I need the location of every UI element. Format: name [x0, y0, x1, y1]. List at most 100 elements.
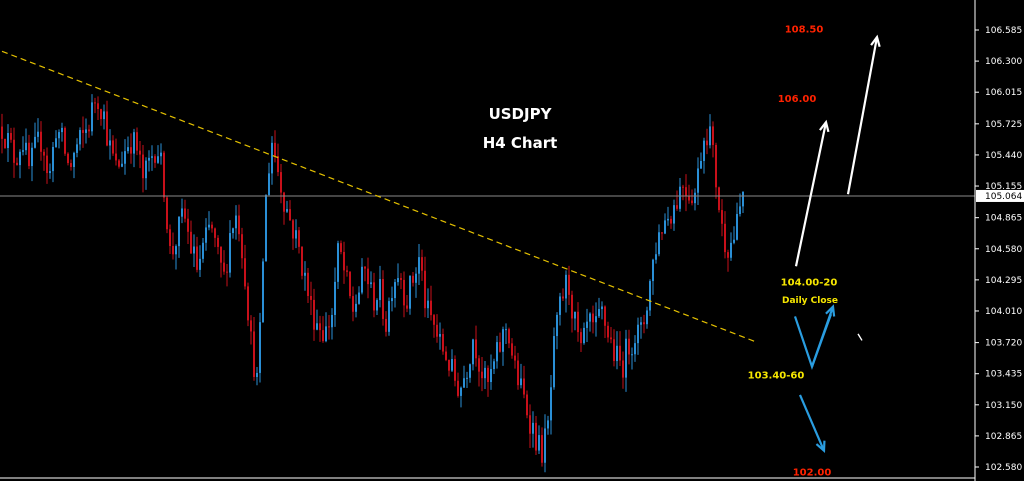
candle-body	[733, 239, 735, 243]
candle-body	[202, 242, 204, 259]
candle-body	[346, 270, 348, 272]
candle-body	[49, 171, 51, 174]
candle-body	[280, 172, 282, 193]
current-price-box	[976, 189, 1024, 202]
candle-body	[679, 186, 681, 209]
candle-body	[283, 192, 285, 212]
y-tick-label: 103.150	[985, 401, 1022, 411]
candle-body	[502, 329, 504, 352]
candle-body	[289, 209, 291, 221]
candle-body	[58, 132, 60, 139]
candle-body	[106, 111, 108, 146]
candle-body	[91, 102, 93, 132]
candle-body	[310, 295, 312, 300]
candle-body	[205, 227, 207, 243]
candle-body	[34, 136, 36, 148]
candle-body	[328, 326, 330, 328]
candle-body	[415, 273, 417, 283]
candle-body	[433, 315, 435, 325]
candle-body	[40, 131, 42, 152]
bounce-arrow	[810, 306, 835, 367]
candle-body	[373, 282, 375, 311]
candle-body	[109, 140, 111, 146]
candle-body	[145, 160, 147, 179]
candle-body	[664, 220, 666, 234]
candle-body	[598, 309, 600, 317]
candle-body	[589, 313, 591, 322]
candle-body	[553, 336, 555, 388]
candle-body	[700, 160, 702, 169]
candle-body	[292, 220, 294, 239]
candle-body	[718, 187, 720, 211]
candle-body	[199, 258, 201, 270]
candle-body	[130, 147, 132, 154]
candle-body	[694, 192, 696, 204]
candle-body	[331, 314, 333, 328]
bull-arrow-short	[794, 121, 828, 267]
annotation-label: 106.00	[778, 94, 817, 105]
candle-body	[649, 281, 651, 311]
candle-body	[397, 278, 399, 283]
y-tick-label: 103.720	[985, 339, 1022, 349]
bounce-arrow-head	[825, 304, 836, 317]
candle-body	[187, 218, 189, 232]
candle-body	[232, 228, 234, 234]
candle-body	[556, 314, 558, 337]
candle-body	[271, 142, 273, 174]
candle-body	[76, 144, 78, 153]
y-tick-label: 106.585	[985, 26, 1022, 36]
candle-body	[391, 298, 393, 302]
candle-body	[322, 330, 324, 342]
y-tick-label: 104.295	[985, 276, 1022, 286]
candle-body	[190, 231, 192, 254]
candle-body	[367, 268, 369, 285]
candle-body	[151, 156, 153, 158]
candle-body	[514, 355, 516, 361]
candle-body	[229, 233, 231, 273]
y-tick-label: 103.435	[985, 370, 1022, 380]
candle-body	[517, 360, 519, 386]
candle-body	[715, 144, 717, 188]
candle-body	[616, 345, 618, 362]
candle-body	[580, 332, 582, 344]
annotation-label: 102.00	[793, 467, 832, 478]
tick-mark	[857, 333, 863, 341]
candle-body	[7, 133, 9, 149]
candle-body	[418, 257, 420, 274]
candle-body	[529, 415, 531, 434]
candle-body	[439, 334, 441, 337]
candle-body	[370, 282, 372, 285]
candle-body	[505, 329, 507, 331]
candle-body	[115, 153, 117, 161]
candle-body	[493, 361, 495, 370]
chart-title: USDJPY	[489, 105, 553, 123]
candle-body	[274, 142, 276, 157]
annotation-label: 103.40-60	[748, 370, 805, 381]
candle-body	[727, 252, 729, 258]
candle-body	[574, 311, 576, 319]
candle-body	[112, 140, 114, 154]
candle-body	[10, 133, 12, 140]
candle-body	[421, 257, 423, 271]
candle-body	[400, 278, 402, 280]
candle-body	[712, 126, 714, 145]
chart-subtitle: H4 Chart	[483, 134, 558, 152]
candle-body	[706, 140, 708, 146]
candle-body	[427, 300, 429, 309]
candle-body	[508, 329, 510, 344]
candle-body	[646, 310, 648, 325]
candle-body	[277, 156, 279, 173]
candle-body	[226, 271, 228, 273]
candle-body	[547, 420, 549, 429]
candle-body	[169, 229, 171, 247]
candle-body	[655, 254, 657, 260]
candle-body	[340, 243, 342, 252]
candle-body	[535, 422, 537, 451]
candle-body	[61, 127, 63, 133]
candle-body	[394, 282, 396, 299]
candle-body	[88, 129, 90, 132]
candle-body	[355, 303, 357, 312]
candle-body	[148, 157, 150, 161]
candle-body	[652, 259, 654, 282]
